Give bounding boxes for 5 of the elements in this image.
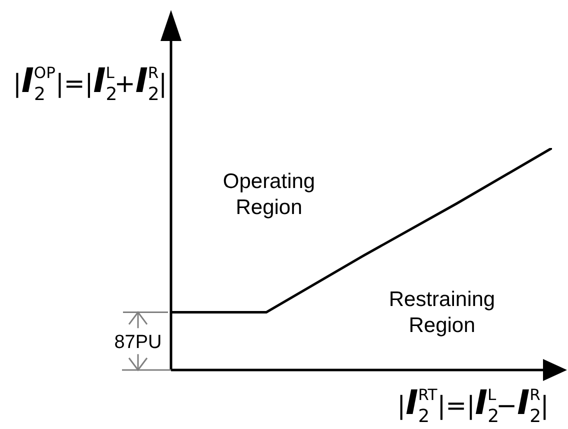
annotation: Restraining Region xyxy=(388,288,496,337)
text: |I$_{2}$$^{RT}$|=|I$_{2}$$^{L}$−I$_{2}$$^{R}$| xyxy=(397,383,549,426)
text: |I$_{2}$$^{OP}$|=|I$_{2}$$^{L}$+I$_{2}$$^{R}$| xyxy=(12,61,168,104)
text: 87PU xyxy=(114,332,162,354)
annotation: Operating Region xyxy=(222,170,316,219)
